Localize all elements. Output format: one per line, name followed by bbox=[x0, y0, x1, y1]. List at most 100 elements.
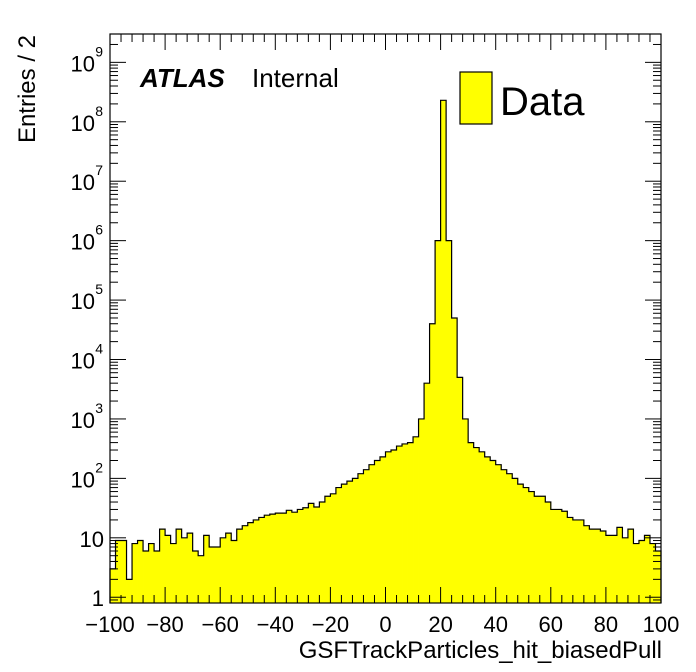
histogram-bar bbox=[137, 540, 144, 603]
histogram-bar bbox=[357, 473, 364, 603]
histogram-bar bbox=[561, 511, 568, 603]
histogram-bar bbox=[363, 469, 370, 603]
histogram-bar bbox=[275, 513, 282, 603]
histogram-bar bbox=[170, 543, 177, 603]
y-tick-exponent: 3 bbox=[95, 400, 103, 416]
y-tick-exponent: 9 bbox=[95, 43, 103, 59]
atlas-label: ATLAS bbox=[139, 63, 225, 93]
histogram-bar bbox=[638, 540, 645, 603]
x-tick-label: 60 bbox=[539, 612, 563, 637]
histogram-bar bbox=[242, 525, 249, 603]
histogram-bar bbox=[302, 507, 309, 603]
histogram-bar bbox=[203, 535, 210, 603]
histogram-bar bbox=[550, 509, 557, 603]
x-tick-label: 40 bbox=[483, 612, 507, 637]
histogram-bar bbox=[501, 469, 508, 603]
histogram-bar bbox=[583, 525, 590, 603]
x-tick-label: −60 bbox=[202, 612, 239, 637]
histogram-bar bbox=[506, 473, 513, 603]
y-tick-label: 10 bbox=[71, 349, 95, 374]
histogram-bar bbox=[468, 442, 475, 603]
histogram-bar bbox=[407, 442, 414, 603]
histogram-bar bbox=[446, 240, 453, 603]
histogram-bar bbox=[330, 493, 337, 603]
y-tick-label: 10 bbox=[71, 408, 95, 433]
y-tick-exponent: 2 bbox=[95, 459, 103, 475]
histogram-bar bbox=[264, 515, 271, 603]
histogram-bar bbox=[611, 535, 618, 603]
histogram-bar bbox=[594, 529, 601, 603]
y-tick-label: 1 bbox=[92, 586, 104, 611]
histogram-bar bbox=[451, 317, 458, 603]
y-tick-label: 10 bbox=[71, 230, 95, 255]
y-tick-exponent: 4 bbox=[95, 341, 103, 357]
histogram-bar bbox=[110, 568, 116, 603]
histogram-bar bbox=[512, 478, 519, 603]
histogram-bar bbox=[457, 377, 464, 603]
histogram-bar bbox=[600, 531, 607, 603]
x-axis-title: GSFTrackParticles_hit_biasedPull bbox=[299, 637, 662, 664]
x-tick-labels: −100 −80 −60 −40 −20 0 20 40 60 80 100 bbox=[85, 612, 679, 637]
y-tick-exponent: 5 bbox=[95, 281, 103, 297]
histogram-bar bbox=[616, 527, 623, 603]
histogram-bar bbox=[396, 446, 403, 603]
histogram-bar bbox=[132, 543, 138, 603]
histogram-bar bbox=[402, 443, 408, 603]
histogram-bar bbox=[253, 519, 260, 603]
x-tick-label: 0 bbox=[379, 612, 391, 637]
y-tick-label: 10 bbox=[71, 467, 95, 492]
histogram-bar bbox=[413, 436, 419, 603]
x-tick-label: −40 bbox=[257, 612, 294, 637]
histogram-bar bbox=[335, 487, 342, 603]
histogram-bar bbox=[341, 484, 348, 603]
x-tick-label: 80 bbox=[594, 612, 618, 637]
histogram-bar bbox=[379, 456, 386, 603]
histogram-bar bbox=[236, 529, 243, 603]
y-tick-label: 10 bbox=[71, 111, 95, 136]
histogram-bar bbox=[385, 451, 392, 603]
histogram-bar bbox=[528, 491, 535, 603]
histogram-bar bbox=[126, 579, 133, 603]
histogram-bar bbox=[115, 540, 122, 603]
histogram-bar bbox=[148, 543, 155, 603]
histogram-bar bbox=[352, 478, 359, 603]
histogram-bar bbox=[649, 543, 656, 603]
y-tick-label: 10 bbox=[71, 289, 95, 314]
histogram-bar bbox=[462, 418, 469, 603]
histogram-bar bbox=[627, 529, 634, 603]
histogram-bar bbox=[517, 484, 524, 603]
histogram-bar bbox=[346, 481, 353, 603]
histogram-bar bbox=[324, 496, 331, 603]
histogram-bar bbox=[176, 529, 183, 603]
y-tick-label: 10 bbox=[71, 170, 95, 195]
y-tick-label: 10 bbox=[71, 51, 95, 76]
histogram-bar bbox=[159, 529, 166, 603]
histogram-bar bbox=[247, 522, 254, 603]
histogram-bar bbox=[578, 519, 585, 603]
histogram-bar bbox=[440, 100, 447, 604]
histogram-outline bbox=[109, 99, 662, 603]
x-tick-label: 20 bbox=[428, 612, 452, 637]
histogram-bar bbox=[605, 535, 612, 603]
histogram-bar bbox=[633, 543, 640, 603]
histogram-bar bbox=[567, 517, 574, 603]
histogram-bar bbox=[479, 451, 486, 603]
histogram-bar bbox=[495, 464, 502, 603]
histogram-bar bbox=[556, 509, 563, 603]
histogram-bar bbox=[297, 509, 304, 603]
histogram-bar bbox=[181, 537, 188, 603]
histogram-bar bbox=[143, 550, 149, 603]
histogram-bar bbox=[258, 517, 265, 603]
histogram-bar bbox=[225, 533, 232, 603]
histogram-bar bbox=[209, 547, 216, 603]
histogram-bar bbox=[291, 512, 298, 603]
histogram-bar bbox=[473, 447, 480, 603]
histogram-bar bbox=[269, 514, 276, 603]
histogram-bar bbox=[391, 450, 397, 603]
histogram-bar bbox=[435, 240, 441, 603]
atlas-sublabel: Internal bbox=[252, 63, 339, 93]
histogram-bar bbox=[490, 460, 497, 603]
histogram-bar bbox=[424, 383, 430, 603]
